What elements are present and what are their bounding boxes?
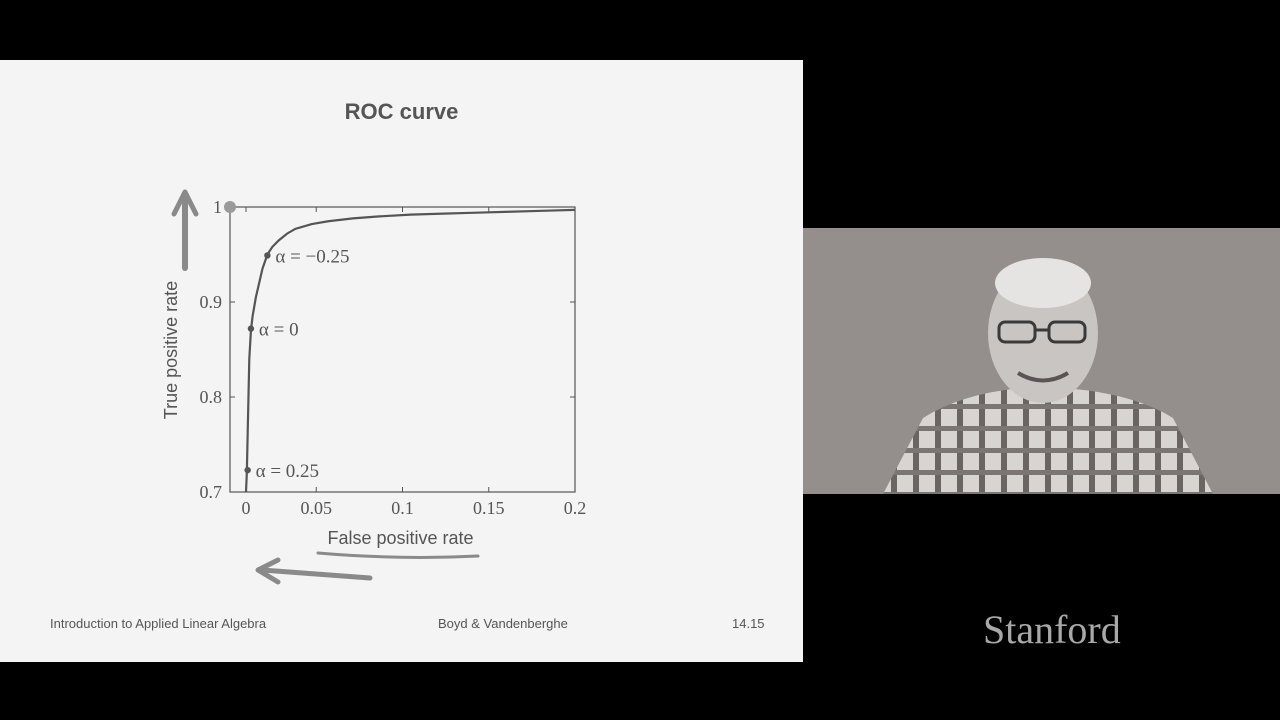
y-axis-label: True positive rate bbox=[161, 281, 181, 419]
pen-arrow-left-shaft bbox=[259, 567, 373, 581]
chart-title: ROC curve bbox=[344, 99, 459, 124]
operating-point bbox=[244, 466, 251, 474]
pen-arrow-left-head bbox=[255, 557, 281, 585]
x-tick-label: 0 bbox=[242, 498, 251, 518]
slide bbox=[0, 60, 803, 662]
presenter-silhouette bbox=[803, 228, 1280, 494]
y-tick-label: 0.8 bbox=[200, 387, 223, 407]
operating-point-label: α = 0.25 bbox=[256, 461, 319, 482]
roc-chart: 0 0.05 0.1 0.15 0.2 0.7 0.8 0.9 1 α = −0.25 α = 0 α… bbox=[161, 189, 587, 585]
x-axis-label: False positive rate bbox=[327, 528, 473, 548]
operating-point bbox=[247, 325, 255, 332]
x-tick-label: 0.05 bbox=[301, 498, 333, 518]
x-tick-label: 0.1 bbox=[391, 498, 414, 518]
pen-underline bbox=[316, 551, 480, 559]
roc-curve-line bbox=[244, 208, 576, 493]
y-tick-label: 1 bbox=[213, 197, 222, 217]
y-tick-label: 0.9 bbox=[200, 292, 223, 312]
operating-point-label: α = −0.25 bbox=[275, 246, 349, 267]
footer-slide-number: 14.15 bbox=[732, 616, 765, 631]
operating-point bbox=[264, 252, 271, 259]
pen-arrow-up-head bbox=[171, 189, 199, 217]
x-tick-label: 0.2 bbox=[564, 498, 587, 518]
footer-course-title: Introduction to Applied Linear Algebra bbox=[50, 616, 267, 631]
footer-authors: Boyd & Vandenberghe bbox=[438, 616, 568, 631]
x-tick-label: 0.15 bbox=[473, 498, 505, 518]
presenter-video bbox=[803, 228, 1280, 494]
ideal-point-marker bbox=[224, 201, 236, 213]
y-tick-label: 0.7 bbox=[200, 482, 223, 502]
operating-point-label: α = 0 bbox=[259, 320, 299, 341]
stanford-logo: Stanford bbox=[983, 607, 1121, 652]
